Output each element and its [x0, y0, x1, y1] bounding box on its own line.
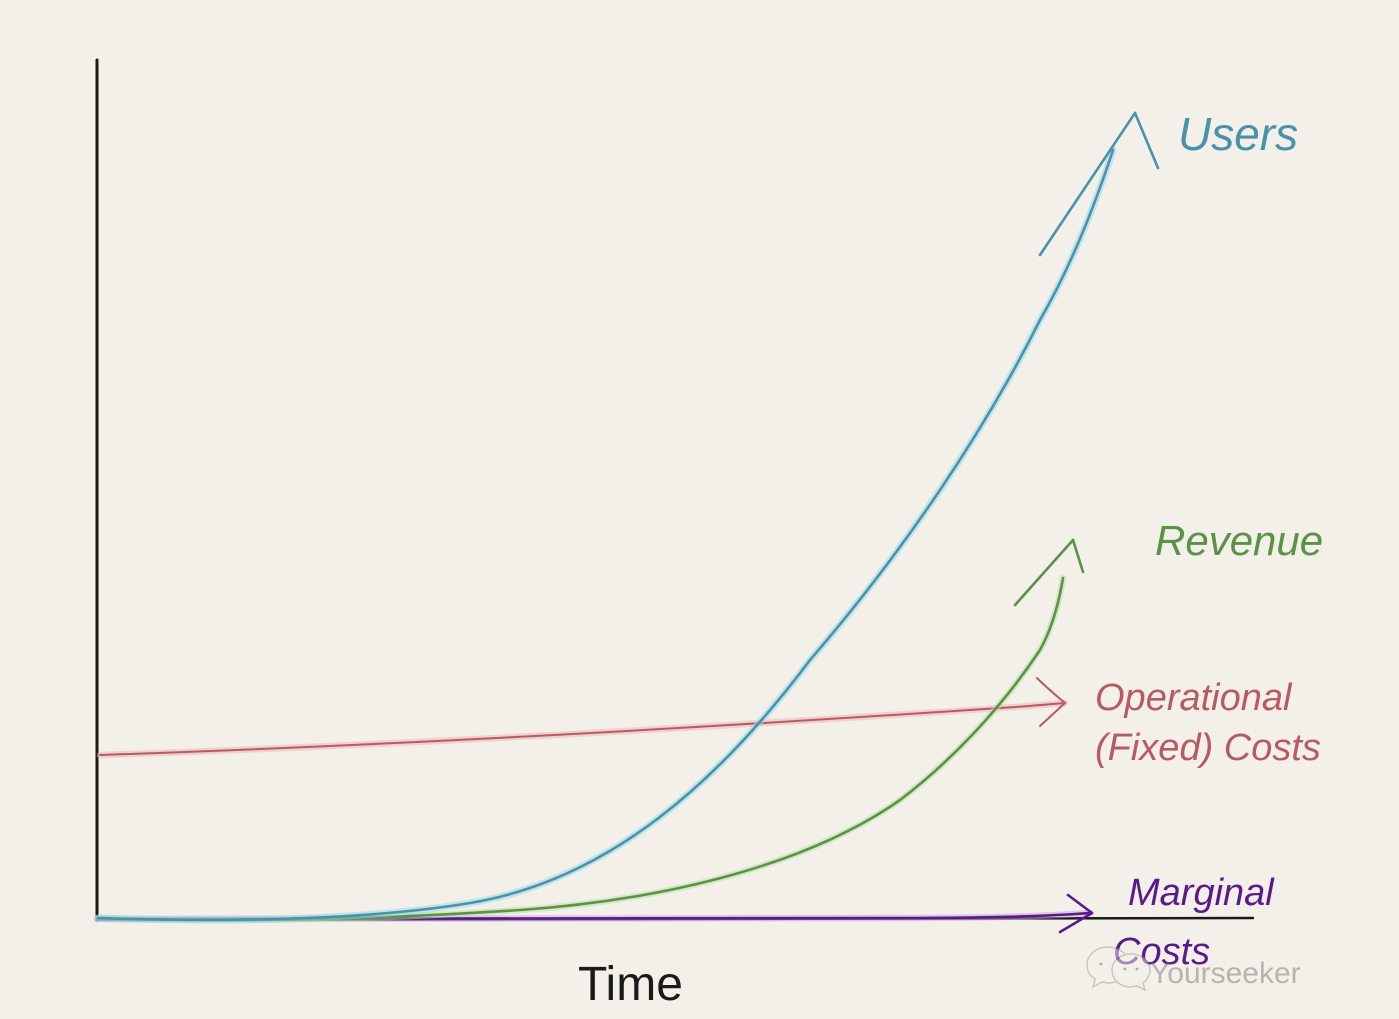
svg-text:Time: Time	[578, 958, 683, 1011]
svg-text:Operational: Operational	[1095, 677, 1293, 719]
svg-text:Yourseeker: Yourseeker	[1150, 957, 1301, 990]
svg-text:(Fixed) Costs: (Fixed) Costs	[1095, 727, 1321, 769]
svg-text:Marginal: Marginal	[1128, 872, 1275, 914]
svg-text:Users: Users	[1178, 108, 1298, 160]
svg-text:Revenue: Revenue	[1155, 517, 1323, 564]
